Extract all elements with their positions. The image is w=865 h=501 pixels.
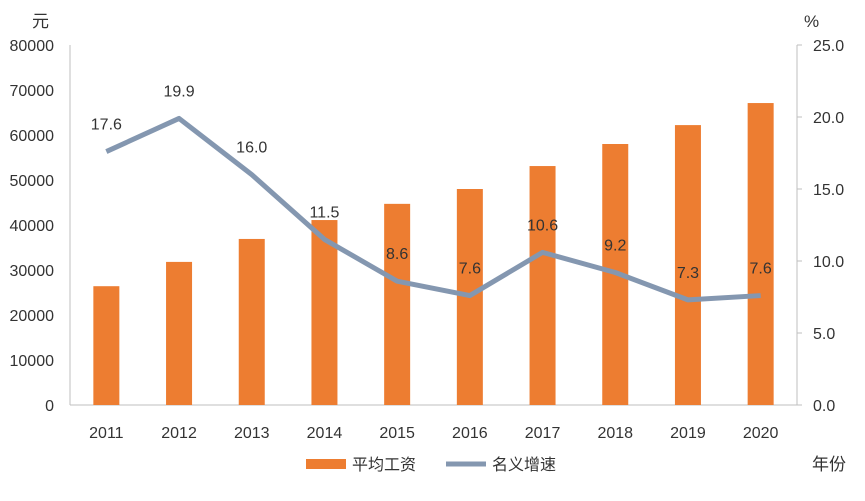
left-axis-unit: 元 (32, 12, 49, 31)
left-tick-label: 40000 (10, 218, 55, 235)
legend: 平均工资 名义增速 (306, 456, 556, 474)
x-tick-label: 2016 (452, 425, 488, 442)
data-label: 17.6 (91, 117, 122, 134)
bar-2020 (748, 103, 774, 405)
right-tick-label: 25.0 (813, 38, 844, 55)
left-tick-label: 80000 (10, 38, 55, 55)
left-tick-label: 30000 (10, 263, 55, 280)
right-tick-label: 0.0 (813, 398, 835, 415)
bar-2012 (166, 262, 192, 405)
bar-2014 (311, 220, 337, 405)
right-axis-unit: % (804, 12, 819, 31)
x-tick-label: 2018 (597, 425, 633, 442)
data-label: 7.6 (750, 261, 772, 278)
legend-swatch-bar (306, 459, 346, 469)
x-tick-label: 2014 (307, 425, 343, 442)
data-label: 7.6 (459, 261, 481, 278)
right-tick-label: 5.0 (813, 326, 835, 343)
x-tick-label: 2011 (89, 425, 124, 442)
legend-label-bar: 平均工资 (352, 456, 416, 474)
data-label: 10.6 (527, 217, 558, 234)
right-tick-label: 15.0 (813, 182, 844, 199)
left-tick-label: 70000 (10, 83, 55, 100)
x-tick-label: 2019 (670, 425, 706, 442)
left-tick-label: 60000 (10, 128, 55, 145)
legend-label-line: 名义增速 (492, 456, 556, 474)
right-tick-label: 20.0 (813, 110, 844, 127)
x-tick-label: 2020 (743, 425, 779, 442)
data-label: 16.0 (236, 140, 267, 157)
data-label: 9.2 (604, 238, 626, 255)
bar-2015 (384, 204, 410, 405)
left-tick-label: 10000 (10, 353, 55, 370)
x-tick-label: 2013 (234, 425, 270, 442)
left-tick-label: 0 (45, 398, 54, 415)
data-label: 11.5 (309, 204, 339, 221)
x-tick-label: 2015 (379, 425, 415, 442)
bar-2013 (239, 239, 265, 405)
x-tick-label: 2017 (525, 425, 561, 442)
data-label: 19.9 (163, 83, 194, 100)
data-label: 8.6 (386, 246, 408, 263)
bar-2011 (93, 286, 119, 405)
x-axis-label: 年份 (812, 455, 846, 474)
left-tick-label: 20000 (10, 308, 55, 325)
data-label: 7.3 (677, 265, 699, 282)
growth-line (106, 118, 760, 299)
right-tick-label: 10.0 (813, 254, 844, 271)
left-tick-label: 50000 (10, 173, 55, 190)
x-tick-label: 2012 (161, 425, 197, 442)
bar-2017 (530, 166, 556, 405)
